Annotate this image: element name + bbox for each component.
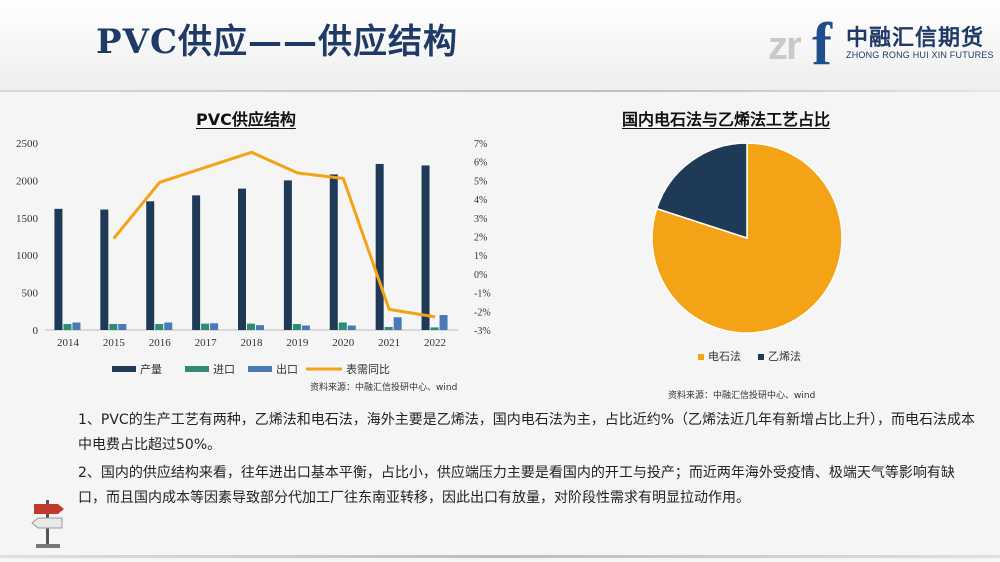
y2-tick-label: 5% [474, 176, 487, 187]
signpost-icon [31, 500, 64, 548]
x-tick-label: 2014 [57, 337, 80, 349]
y-tick-label: 2000 [16, 175, 39, 187]
bar-出口 [347, 325, 356, 330]
process-share-pie-chart: 电石法 乙烯法 [651, 142, 843, 363]
y-tick-label: 2500 [16, 138, 39, 150]
pie-slice-乙烯法 [655, 142, 748, 240]
y2-tick-label: 3% [474, 214, 487, 225]
bar-出口 [72, 322, 81, 330]
legend-label: 进口 [213, 363, 235, 376]
legend-label: 出口 [276, 362, 298, 376]
bar-产量 [100, 209, 109, 330]
pie-chart-source: 资料来源：中融汇信投研中心、wind [668, 391, 816, 401]
legend-swatch [112, 366, 136, 372]
y-tick-label: 1000 [16, 250, 39, 262]
pie-legend-label: 乙烯法 [768, 349, 801, 363]
paragraph-2: 2、国内的供应结构来看，往年进出口基本平衡，占比小，供应端压力主要是看国内的开工… [78, 465, 955, 506]
bar-进口 [430, 327, 439, 330]
bar-进口 [384, 327, 393, 330]
bar-进口 [338, 322, 347, 330]
y-tick-label: 0 [33, 325, 39, 337]
paragraph-1: 1、PVC的生产工艺有两种，乙烯法和电石法，海外主要是乙烯法，国内电石法为主，占… [78, 412, 976, 453]
bar-进口 [109, 324, 118, 330]
bar-进口 [155, 324, 164, 330]
bar-进口 [292, 324, 301, 330]
bar-产量 [375, 163, 384, 330]
x-tick-label: 2021 [378, 337, 400, 349]
bar-出口 [301, 325, 310, 330]
page-title: PVC供应——供应结构 [96, 22, 459, 62]
y2-tick-label: 7% [474, 139, 487, 150]
x-tick-label: 2019 [286, 337, 309, 349]
bar-产量 [421, 165, 430, 330]
header-divider [0, 90, 1000, 92]
bar-chart-title: PVC供应结构 [196, 110, 296, 129]
logo-chinese-name: 中融汇信期货 [846, 26, 985, 51]
bar-出口 [256, 325, 264, 330]
bar-进口 [247, 323, 255, 330]
y2-tick-label: 0% [474, 270, 487, 281]
pie-legend-label: 电石法 [708, 349, 741, 363]
x-tick-label: 2018 [241, 337, 264, 349]
bar-出口 [118, 324, 127, 330]
legend-swatch [185, 366, 209, 372]
bar-进口 [63, 324, 72, 330]
line-表需同比 [112, 150, 436, 319]
legend-label: 表需同比 [346, 362, 390, 376]
legend-label: 产量 [140, 362, 162, 376]
pie-legend-swatch [698, 354, 704, 360]
bar-产量 [146, 201, 155, 330]
bar-产量 [54, 208, 63, 330]
logo-english-name: ZHONG RONG HUI XIN FUTURES [846, 50, 994, 60]
header-band [0, 0, 1000, 92]
bar-chart-source: 资料来源：中融汇信投研中心、wind [310, 383, 458, 393]
y-tick-label: 500 [22, 288, 39, 300]
bar-出口 [393, 317, 402, 330]
x-tick-label: 2017 [195, 337, 218, 349]
legend-swatch [248, 366, 272, 372]
bar-产量 [283, 180, 292, 330]
footer-divider [0, 555, 1000, 558]
bar-产量 [238, 188, 246, 330]
x-tick-label: 2022 [424, 337, 446, 349]
logo-mark-f: f [812, 11, 832, 77]
y2-tick-label: 1% [474, 251, 487, 262]
pie-chart-title: 国内电石法与乙烯法工艺占比 [622, 110, 831, 129]
bar-出口 [164, 322, 173, 330]
pie-legend-swatch [758, 354, 764, 360]
y2-tick-label: -3% [474, 326, 491, 337]
x-tick-label: 2016 [149, 337, 172, 349]
y2-tick-label: -2% [474, 307, 491, 318]
company-logo: zr f 中融汇信期货 ZHONG RONG HUI XIN FUTURES [768, 10, 994, 80]
bar-出口 [439, 315, 448, 330]
x-tick-label: 2020 [332, 337, 355, 349]
y2-tick-label: 6% [474, 158, 487, 169]
body-text: 1、PVC的生产工艺有两种，乙烯法和电石法，海外主要是乙烯法，国内电石法为主，占… [78, 408, 978, 514]
bar-进口 [201, 323, 210, 330]
y2-tick-label: -1% [474, 289, 491, 300]
bar-产量 [192, 195, 201, 330]
y2-tick-label: 4% [474, 195, 487, 206]
y2-tick-label: 2% [474, 233, 487, 244]
supply-structure-chart: 0 500 1000 1500 2000 2500 -3% -2% -1% 0% 1% 2% 3% 4% 5… [16, 138, 491, 376]
logo-mark: zr [768, 24, 802, 68]
y-tick-label: 1500 [16, 213, 39, 225]
bar-出口 [210, 323, 219, 330]
x-tick-label: 2015 [103, 337, 126, 349]
bar-产量 [329, 174, 338, 330]
